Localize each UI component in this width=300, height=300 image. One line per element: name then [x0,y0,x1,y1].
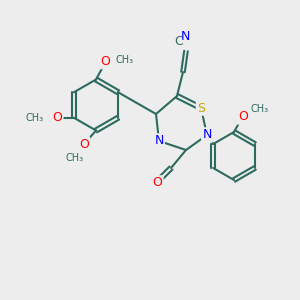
Text: S: S [197,101,205,115]
Text: CH₃: CH₃ [250,104,268,115]
Text: CH₃: CH₃ [26,113,44,123]
Text: O: O [238,110,248,124]
Text: CH₃: CH₃ [66,153,84,163]
Text: N: N [154,134,164,148]
Text: O: O [100,55,110,68]
Text: N: N [181,31,190,44]
Text: CH₃: CH₃ [116,55,134,65]
Text: O: O [153,176,162,190]
Text: O: O [79,137,89,151]
Text: N: N [202,128,212,142]
Text: O: O [52,111,62,124]
Text: C: C [174,35,183,48]
